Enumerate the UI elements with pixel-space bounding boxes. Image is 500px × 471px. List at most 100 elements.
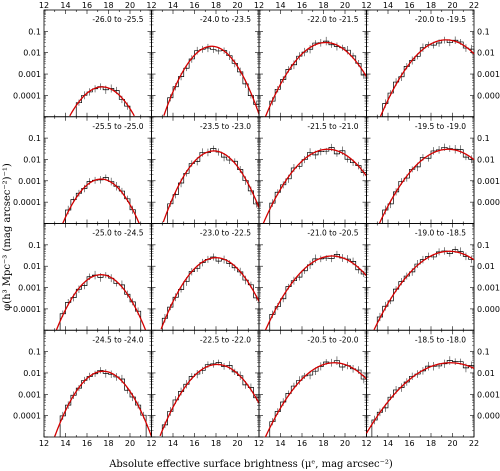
- panel-frame: [366, 116, 475, 224]
- histogram: [269, 147, 367, 224]
- y-tick-label: 0.001: [477, 284, 500, 293]
- y-tick-label: 0.001: [18, 284, 41, 293]
- x-tick-label: 18: [103, 439, 113, 448]
- x-tick-label: 16: [82, 1, 92, 10]
- fit-curve: [262, 148, 368, 224]
- panel: -26.0 to -25.5 0.1 0.01 0.001 0.0001 12 14 16 18…: [13, 1, 152, 118]
- x-tick-label: 16: [189, 439, 199, 448]
- fit-curve: [264, 255, 367, 331]
- y-tick-label: 0.01: [23, 49, 41, 58]
- histogram: [269, 360, 367, 437]
- x-axis-title: Absolute effective surface brightness (μ…: [108, 459, 393, 470]
- panel: -21.5 to -21.0: [258, 116, 368, 224]
- histogram: [376, 249, 475, 331]
- x-tick-label: 16: [404, 439, 414, 448]
- y-tick-label: 0.001: [477, 177, 500, 186]
- panel: -18.5 to -18.0 0.1 0.01 0.001 0.0001 12 14 16 18…: [361, 329, 500, 448]
- x-tick-label: 14: [383, 1, 393, 10]
- x-tick-label: 14: [275, 439, 285, 448]
- y-tick-label: 0.0001: [13, 198, 41, 207]
- y-tick-label: 0.1: [477, 27, 490, 36]
- x-tick-label: 14: [168, 439, 178, 448]
- y-tick-label: 0.0001: [13, 305, 41, 314]
- x-tick-label: 18: [211, 1, 221, 10]
- y-tick-label: 0.0001: [477, 412, 500, 421]
- x-tick-label: 12: [146, 439, 156, 448]
- x-tick-label: 14: [168, 1, 178, 10]
- x-tick-label: 12: [361, 1, 371, 10]
- panel: -25.5 to -25.0 0.1 0.01 0.001 0.0001: [13, 116, 152, 224]
- panel: -20.0 to -19.5 0.1 0.01 0.001 0.0001 12 14 16 18…: [361, 1, 500, 118]
- y-tick-label: 0.1: [477, 134, 490, 143]
- panel-label: -19.0 to -18.5: [415, 229, 466, 238]
- panel-frame: [366, 9, 475, 118]
- fit-curve: [160, 257, 260, 330]
- y-tick-label: 0.1: [28, 348, 41, 357]
- y-tick-label: 0.01: [23, 369, 41, 378]
- histogram: [269, 40, 367, 117]
- panel-grid: -26.0 to -25.5 0.1 0.01 0.001 0.0001 12 14 16 18…: [13, 1, 500, 448]
- panel-frame: [43, 116, 152, 224]
- x-tick-label: 14: [60, 1, 70, 10]
- panel-frame: [366, 329, 475, 438]
- x-tick-label: 12: [254, 1, 264, 10]
- x-tick-label: 12: [254, 439, 264, 448]
- y-tick-label: 0.01: [477, 369, 495, 378]
- y-tick-label: 0.1: [477, 241, 490, 250]
- panel-label: -18.5 to -18.0: [415, 335, 466, 344]
- x-tick-label: 16: [404, 1, 414, 10]
- x-tick-label: 20: [340, 439, 350, 448]
- y-tick-label: 0.001: [477, 390, 500, 399]
- histogram: [65, 177, 136, 224]
- fit-curve: [162, 150, 260, 223]
- histogram: [269, 253, 367, 331]
- y-tick-label: 0.01: [23, 262, 41, 271]
- panel-label: -20.5 to -20.0: [307, 335, 358, 344]
- y-tick-label: 0.1: [28, 134, 41, 143]
- x-tick-label: 12: [39, 439, 49, 448]
- panel-label: -24.5 to -24.0: [92, 335, 143, 344]
- y-tick-label: 0.001: [477, 70, 500, 79]
- panel-label: -21.0 to -20.5: [307, 229, 358, 238]
- histogram: [59, 369, 147, 437]
- fit-curve: [159, 363, 260, 437]
- panel: -23.5 to -23.0: [151, 116, 260, 224]
- panel-label: -25.5 to -25.0: [92, 122, 143, 131]
- y-tick-label: 0.01: [477, 49, 495, 58]
- x-tick-label: 12: [361, 439, 371, 448]
- fit-curve: [379, 39, 475, 117]
- panel: -19.0 to -18.5 0.1 0.01 0.001 0.0001: [366, 223, 500, 331]
- x-tick-label: 18: [318, 1, 328, 10]
- y-tick-label: 0.0001: [477, 305, 500, 314]
- x-tick-label: 18: [211, 439, 221, 448]
- fit-curve: [54, 370, 153, 437]
- panel-label: -26.0 to -25.5: [92, 15, 143, 24]
- x-tick-label: 12: [146, 1, 156, 10]
- y-tick-label: 0.1: [28, 27, 41, 36]
- panel-label: -20.0 to -19.5: [415, 15, 466, 24]
- histogram: [167, 148, 260, 224]
- x-tick-label: 20: [340, 1, 350, 10]
- panel: -24.0 to -23.5 12 14 16 18 20: [146, 1, 260, 118]
- panel: -24.5 to -24.0 0.1 0.01 0.001 0.0001 12 14 16 18…: [13, 329, 153, 448]
- x-tick-label: 16: [297, 439, 307, 448]
- x-tick-label: 18: [318, 439, 328, 448]
- x-tick-label: 20: [447, 439, 457, 448]
- histogram: [59, 274, 142, 331]
- y-tick-label: 0.1: [477, 348, 490, 357]
- panel: -25.0 to -24.5 0.1 0.01 0.001 0.0001: [13, 223, 152, 331]
- fit-curve: [62, 178, 140, 224]
- x-tick-label: 20: [125, 439, 135, 448]
- panel: -22.0 to -21.512 14 16 18 20: [254, 1, 368, 118]
- panel-label: -23.0 to -22.5: [200, 229, 251, 238]
- x-tick-label: 12: [39, 1, 49, 10]
- y-tick-label: 0.01: [477, 155, 495, 164]
- x-tick-label: 22: [469, 439, 479, 448]
- x-tick-label: 18: [426, 439, 436, 448]
- x-tick-label: 18: [103, 1, 113, 10]
- panel: -21.0 to -20.5: [258, 223, 367, 331]
- fit-curve: [55, 274, 147, 331]
- x-tick-label: 14: [60, 439, 70, 448]
- x-tick-label: 16: [297, 1, 307, 10]
